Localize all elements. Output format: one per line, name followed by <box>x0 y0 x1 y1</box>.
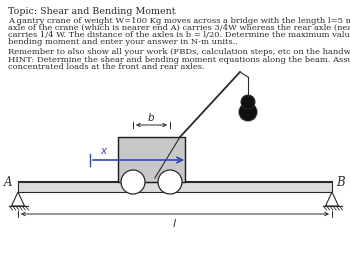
Text: $b$: $b$ <box>147 110 155 122</box>
Text: $l$: $l$ <box>173 216 177 228</box>
Text: Topic: Shear and Bending Moment: Topic: Shear and Bending Moment <box>8 7 175 16</box>
Text: concentrated loads at the front and rear axles.: concentrated loads at the front and rear… <box>8 63 205 71</box>
Circle shape <box>158 170 182 194</box>
Polygon shape <box>12 192 24 206</box>
Circle shape <box>121 170 145 194</box>
Text: A gantry crane of weight W=100 Kg moves across a bridge with the length l=5 m. T: A gantry crane of weight W=100 Kg moves … <box>8 17 350 25</box>
Circle shape <box>239 104 257 121</box>
Circle shape <box>241 96 255 109</box>
Text: A: A <box>4 175 13 188</box>
Text: bending moment and enter your answer in N-m units..: bending moment and enter your answer in … <box>8 38 238 46</box>
Text: B: B <box>336 175 345 188</box>
Bar <box>118 137 185 182</box>
Text: axle of the crane (which is nearer end A) carries 3/4W whereas the rear axle (ne: axle of the crane (which is nearer end A… <box>8 24 350 32</box>
Bar <box>18 182 332 192</box>
Polygon shape <box>326 192 338 206</box>
Text: HINT: Determine the shear and bending moment equations along the beam. Assume on: HINT: Determine the shear and bending mo… <box>8 56 350 64</box>
Text: $x$: $x$ <box>100 146 108 155</box>
Text: Remember to also show all your work (FBDs, calculation steps, etc on the handwor: Remember to also show all your work (FBD… <box>8 48 350 56</box>
Text: carries 1/4 W. The distance of the axles is b = l/20. Determine the maximum valu: carries 1/4 W. The distance of the axles… <box>8 31 350 39</box>
